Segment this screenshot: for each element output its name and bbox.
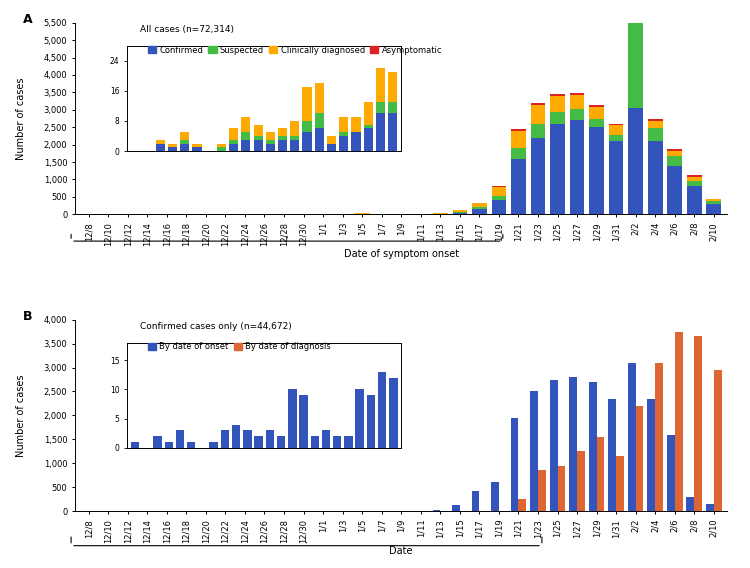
Bar (531, 137, 545, 214)
Bar (472, 491, 479, 511)
Bar (570, 120, 584, 214)
Text: B: B (22, 310, 32, 323)
X-axis label: Date of symptom onset: Date of symptom onset (344, 249, 459, 258)
Bar (706, 204, 722, 214)
Bar (577, 452, 585, 511)
Bar (531, 103, 545, 105)
Bar (491, 187, 506, 196)
Bar (648, 141, 662, 214)
Bar (596, 437, 604, 511)
Bar (628, 108, 643, 214)
Bar (714, 370, 722, 511)
Bar (550, 96, 565, 112)
Bar (668, 165, 682, 214)
Bar (491, 186, 506, 187)
Bar (491, 201, 506, 214)
Bar (628, 363, 636, 511)
Legend: Confirmed, Suspected, Clinically diagnosed, Asymptomatic: Confirmed, Suspected, Clinically diagnos… (145, 42, 446, 58)
Bar (550, 112, 565, 124)
Bar (550, 94, 565, 96)
Bar (512, 131, 526, 148)
Bar (675, 332, 682, 511)
Bar (687, 186, 701, 214)
Bar (491, 196, 506, 201)
Bar (538, 470, 546, 511)
Bar (656, 363, 663, 511)
Bar (647, 399, 656, 511)
Bar (570, 93, 584, 95)
Bar (472, 203, 487, 207)
Bar (590, 105, 604, 107)
Bar (550, 124, 565, 214)
Bar (589, 382, 596, 511)
Bar (557, 466, 566, 511)
Bar (706, 199, 722, 202)
Bar (687, 181, 701, 186)
Bar (706, 202, 722, 204)
Legend: By date of onset, By date of diagnosis: By date of onset, By date of diagnosis (145, 339, 334, 355)
Bar (694, 336, 702, 511)
Bar (609, 135, 623, 141)
Bar (511, 418, 518, 511)
Bar (531, 124, 545, 137)
Bar (609, 141, 623, 214)
Bar (570, 110, 584, 120)
X-axis label: Date: Date (389, 546, 413, 556)
Bar (609, 126, 623, 135)
Y-axis label: Number of cases: Number of cases (16, 77, 26, 160)
Text: All cases (n=72,314): All cases (n=72,314) (140, 24, 234, 34)
Bar (569, 377, 577, 511)
Bar (609, 124, 623, 126)
Bar (608, 399, 616, 511)
Bar (590, 119, 604, 127)
Bar (531, 105, 545, 124)
Bar (491, 482, 499, 511)
Text: Confirmed cases only (n=44,672): Confirmed cases only (n=44,672) (140, 321, 292, 331)
Bar (616, 456, 624, 511)
Bar (590, 107, 604, 119)
Bar (668, 149, 682, 151)
Bar (512, 148, 526, 158)
Bar (472, 207, 487, 209)
Bar (648, 119, 662, 120)
Bar (668, 156, 682, 165)
Bar (590, 127, 604, 214)
Bar (433, 213, 448, 214)
Bar (550, 379, 557, 511)
Bar (452, 212, 467, 214)
Bar (452, 505, 460, 511)
Bar (686, 497, 694, 511)
Bar (570, 95, 584, 110)
Bar (648, 128, 662, 141)
Bar (512, 129, 526, 131)
Bar (452, 210, 467, 212)
Bar (648, 120, 662, 128)
Bar (706, 504, 714, 511)
Bar (512, 158, 526, 214)
Bar (433, 510, 440, 511)
Bar (518, 499, 526, 511)
Bar (687, 176, 701, 177)
Bar (530, 391, 538, 511)
Bar (668, 151, 682, 156)
Bar (636, 406, 644, 511)
Bar (628, 0, 643, 108)
Bar (667, 435, 675, 511)
Y-axis label: Number of cases: Number of cases (16, 374, 26, 457)
Text: A: A (22, 13, 32, 26)
Bar (472, 209, 487, 214)
Bar (687, 177, 701, 181)
